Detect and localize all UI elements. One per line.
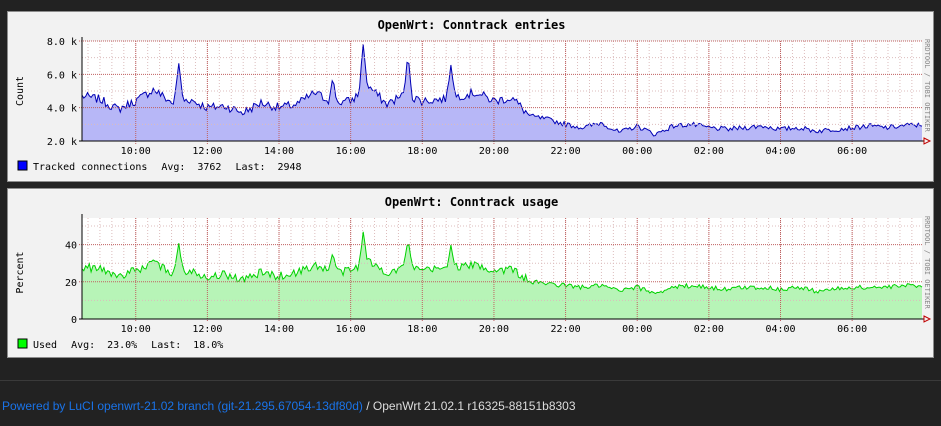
y-tick-label: 6.0 k xyxy=(47,70,77,81)
x-tick-label: 00:00 xyxy=(622,324,652,335)
footer-separator: / xyxy=(362,399,373,413)
rrdtool-watermark: RRDTOOL / TOBI OETIKER xyxy=(923,216,931,310)
legend-last-value: 18.0% xyxy=(193,340,223,351)
legend-last-label: Last: xyxy=(151,340,181,351)
luci-version-link[interactable]: Powered by LuCI openwrt-21.02 branch (gi… xyxy=(2,399,363,413)
legend-avg-label: Avg: xyxy=(71,340,95,351)
y-tick-label: 0 xyxy=(71,315,77,326)
rrdtool-watermark: RRDTOOL / TOBI OETIKER xyxy=(923,39,931,133)
x-axis-arrow-icon xyxy=(923,137,932,145)
x-tick-label: 10:00 xyxy=(121,324,151,335)
series-line xyxy=(81,44,923,137)
x-tick-label: 22:00 xyxy=(551,146,581,157)
x-axis-arrow-icon xyxy=(923,315,932,323)
y-tick-label: 20 xyxy=(65,278,77,289)
x-tick-label: 10:00 xyxy=(121,146,151,157)
y-tick-label: 2.0 k xyxy=(47,137,77,148)
footer: Powered by LuCI openwrt-21.02 branch (gi… xyxy=(2,399,576,413)
x-tick-label: 02:00 xyxy=(694,324,724,335)
openwrt-version: OpenWrt 21.02.1 r16325-88151b8303 xyxy=(372,399,576,413)
y-tick-label: 4.0 k xyxy=(47,104,77,115)
legend-last-label: Last: xyxy=(235,162,265,173)
x-tick-label: 16:00 xyxy=(336,324,366,335)
x-tick-label: 20:00 xyxy=(479,146,509,157)
x-tick-label: 12:00 xyxy=(192,324,222,335)
y-axis-label: Count xyxy=(15,76,26,106)
graph-svg-2: OpenWrt: Conntrack usage Percent RRDTOOL /… xyxy=(15,195,932,351)
x-tick-label: 18:00 xyxy=(407,146,437,157)
graph-svg-1: OpenWrt: Conntrack entries Count RRDTOOL /… xyxy=(15,18,932,173)
footer-divider xyxy=(0,380,941,381)
series-line xyxy=(81,231,923,295)
x-tick-label: 20:00 xyxy=(479,324,509,335)
graph-title: OpenWrt: Conntrack entries xyxy=(378,18,566,32)
legend-swatch xyxy=(17,160,28,171)
legend-label: Tracked connections xyxy=(33,162,147,173)
legend-label: Used xyxy=(33,340,57,351)
y-tick-label: 8.0 k xyxy=(47,37,77,48)
x-tick-label: 06:00 xyxy=(837,324,867,335)
y-tick-label: 40 xyxy=(65,241,77,252)
series-area xyxy=(82,44,922,141)
legend-avg-label: Avg: xyxy=(161,162,185,173)
x-tick-label: 22:00 xyxy=(551,324,581,335)
conntrack-usage-graph: OpenWrt: Conntrack usage Percent RRDTOOL /… xyxy=(7,188,934,358)
y-axis-label: Percent xyxy=(15,251,26,293)
legend-avg-value: 23.0% xyxy=(107,340,137,351)
x-tick-label: 04:00 xyxy=(765,324,795,335)
x-tick-label: 16:00 xyxy=(336,146,366,157)
conntrack-entries-graph: OpenWrt: Conntrack entries Count RRDTOOL /… xyxy=(7,11,934,182)
x-tick-label: 14:00 xyxy=(264,324,294,335)
x-tick-label: 04:00 xyxy=(765,146,795,157)
x-tick-label: 18:00 xyxy=(407,324,437,335)
legend-swatch xyxy=(17,338,28,349)
graph-title: OpenWrt: Conntrack usage xyxy=(385,195,558,209)
x-tick-label: 12:00 xyxy=(192,146,222,157)
series-area xyxy=(82,231,922,319)
x-tick-label: 06:00 xyxy=(837,146,867,157)
x-tick-label: 14:00 xyxy=(264,146,294,157)
legend-last-value: 2948 xyxy=(277,162,301,173)
legend-avg-value: 3762 xyxy=(197,162,221,173)
x-tick-label: 02:00 xyxy=(694,146,724,157)
x-tick-label: 00:00 xyxy=(622,146,652,157)
